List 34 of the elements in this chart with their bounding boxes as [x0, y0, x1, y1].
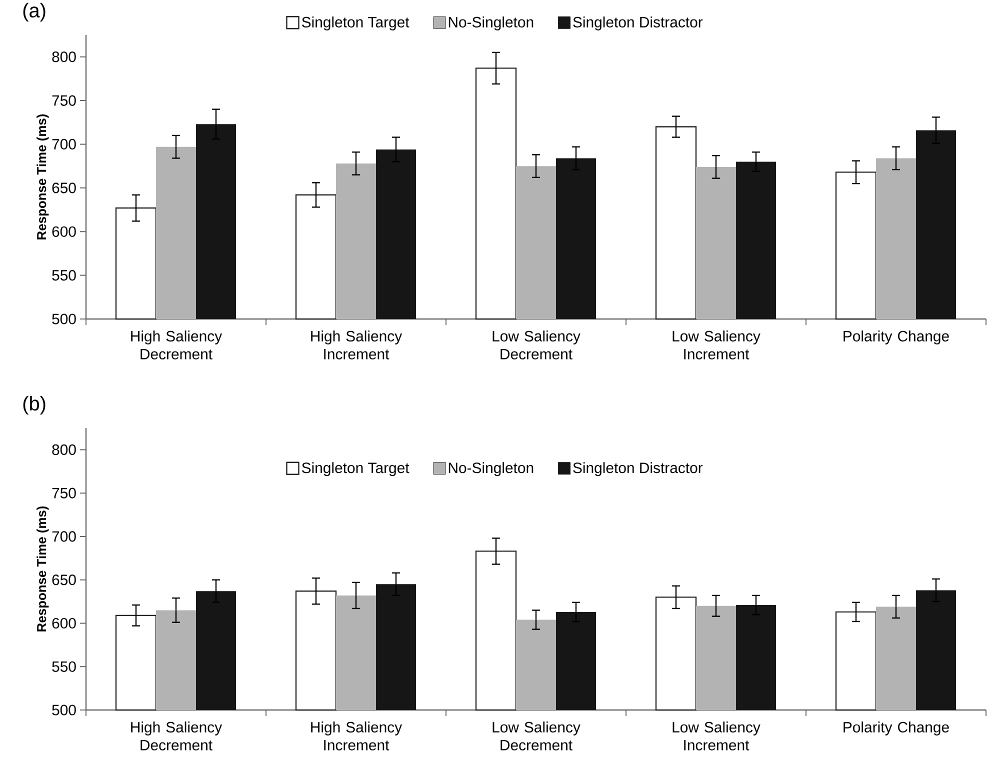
legend-label: Singleton Distractor	[573, 16, 703, 30]
y-tick-label: 700	[52, 531, 76, 542]
y-tick-label: 550	[52, 661, 76, 672]
y-axis-title: Response Time (ms)	[36, 114, 49, 240]
x-tick-label: High Saliency Increment	[311, 722, 402, 750]
chart-title: (b)	[23, 396, 46, 414]
chart-title: (a)	[23, 2, 46, 22]
y-tick-label: 650	[52, 574, 76, 586]
y-tick-label: 650	[52, 182, 76, 194]
y-tick-label: 800	[52, 444, 76, 455]
y-tick-label: 600	[52, 618, 76, 629]
y-axis-title: Response Time (ms)	[36, 506, 49, 632]
legend-label: Singleton Distractor	[573, 462, 703, 476]
x-tick-label: Polarity Change	[844, 722, 949, 736]
x-tick-label: Low Saliency Decrement	[492, 722, 580, 750]
y-tick-label: 500	[52, 704, 76, 716]
x-tick-label: High Saliency Increment	[311, 330, 402, 360]
x-tick-label: Low Saliency Decrement	[492, 330, 580, 360]
y-tick-label: 800	[52, 52, 76, 62]
legend-label: Singleton Target	[302, 16, 410, 30]
legend-label: No-Singleton	[448, 462, 534, 476]
y-tick-label: 600	[52, 226, 76, 237]
x-tick-label: Polarity Change	[844, 330, 949, 344]
legend-label: Singleton Target	[302, 462, 410, 476]
y-tick-label: 550	[52, 270, 76, 281]
x-tick-label: Low Saliency Increment	[672, 330, 760, 360]
y-tick-label: 750	[52, 488, 76, 498]
y-tick-label: 500	[52, 314, 76, 324]
y-tick-label: 750	[52, 95, 76, 106]
x-tick-label: Low Saliency Increment	[672, 722, 760, 750]
x-tick-label: High Saliency Decrement	[131, 330, 222, 360]
y-tick-label: 700	[52, 138, 76, 150]
legend-label: No-Singleton	[448, 16, 534, 30]
x-tick-label: High Saliency Decrement	[131, 722, 222, 750]
